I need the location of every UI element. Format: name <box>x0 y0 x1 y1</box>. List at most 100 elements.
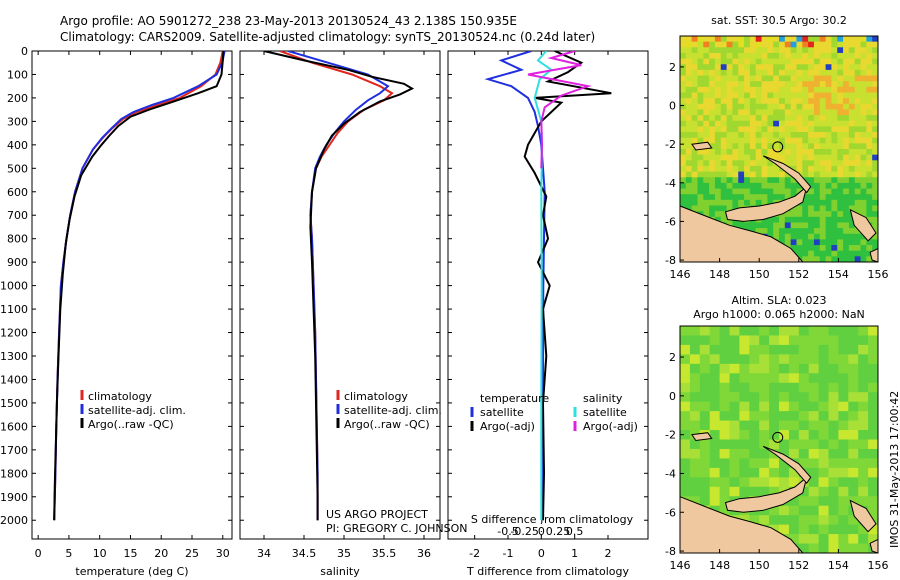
sst_map-cell <box>866 154 873 161</box>
sla_map-cell <box>858 430 869 440</box>
sst_map-cell <box>802 98 809 105</box>
sst_map-cell <box>813 120 821 127</box>
sst_map-cell <box>779 233 786 240</box>
sla_map-cell <box>808 467 820 478</box>
sst_map-cell <box>767 228 774 235</box>
sst_map-cell <box>843 120 850 127</box>
sst_map-cell <box>784 52 792 60</box>
sst_map-cell <box>843 36 850 43</box>
sst_map-cell <box>825 143 832 150</box>
sst_map-cell <box>802 103 809 110</box>
sst_map-cell <box>837 86 844 93</box>
sla_map-cell <box>759 458 770 469</box>
sst_map-cell <box>802 75 809 82</box>
sst_map-cell <box>779 103 786 110</box>
sst_map-cell <box>691 47 698 54</box>
sst_map-cell <box>808 216 815 223</box>
sst_map-xtick-label: 148 <box>709 268 730 281</box>
sst_map-cell <box>848 103 856 110</box>
sst_map-cell <box>685 205 693 212</box>
sla_map-ytick-label: 0 <box>669 390 676 403</box>
sst_map-cell <box>860 205 867 212</box>
sst_map-cell <box>744 160 751 167</box>
sla_map-cell <box>858 335 869 346</box>
sla_map-cell <box>848 430 859 440</box>
sla_map-cell <box>689 392 701 403</box>
sst_map-cell <box>697 103 704 110</box>
ytick-label: 1200 <box>0 327 28 340</box>
sst_map-cell <box>802 115 809 122</box>
sst_map-cell <box>714 41 722 48</box>
sla_map-cell <box>808 363 820 374</box>
sst_map-cell <box>744 137 751 144</box>
sst_map-cell <box>749 47 757 54</box>
sst_map-cell <box>843 182 850 190</box>
sla_map-cell <box>848 411 859 422</box>
sst_map-cell <box>848 256 856 263</box>
sla_map-cell <box>729 458 740 469</box>
sst_map-cell <box>714 137 722 144</box>
sst_map-cell <box>813 239 821 246</box>
sst_map-cell <box>819 36 827 43</box>
sla_map-cell <box>798 411 810 422</box>
sst_map-cell <box>860 58 867 65</box>
sst_map-cell <box>825 137 832 144</box>
sst_map-cell <box>714 177 722 184</box>
sst_map-ytick-label: -4 <box>665 177 676 190</box>
sst_map-cell <box>854 92 862 99</box>
sst_map-cell <box>819 132 827 139</box>
sst_map-cell <box>680 36 687 43</box>
sst_map-cell <box>732 177 739 184</box>
sst_map-cell <box>779 188 786 195</box>
sst_map-cell <box>703 211 710 218</box>
sst_map-cell <box>732 222 739 229</box>
sst_map-land <box>762 155 812 194</box>
sst_map-cell <box>738 120 745 127</box>
sst_map-cell <box>802 228 809 235</box>
sla_map-cell <box>848 458 859 469</box>
sst_map-cell <box>837 52 844 60</box>
sst_map-cell <box>825 75 832 82</box>
sst_map-cell <box>790 47 797 54</box>
sst_map-cell <box>796 216 803 223</box>
sst_map-cell <box>732 41 739 48</box>
sla_map-cell <box>739 401 750 412</box>
sst_map-cell <box>854 75 862 82</box>
sst_map-cell <box>813 98 821 105</box>
sst_map-cell <box>802 69 809 77</box>
sla_map-cell <box>788 477 800 488</box>
sla_map-frame <box>679 325 879 554</box>
sla_map-cell <box>808 411 820 422</box>
sla_map-cell <box>848 534 859 545</box>
sst_map-cell <box>819 165 827 173</box>
sst_map-cell <box>685 165 693 173</box>
sst_map-cell <box>808 103 815 110</box>
sst_map-cell <box>709 132 716 139</box>
sla_map-cell <box>709 392 721 403</box>
sst-map-title: sat. SST: 30.5 Argo: 30.2 <box>711 14 847 27</box>
sst_map-cell <box>685 47 693 54</box>
sst_map-cell <box>860 256 867 263</box>
sst_map-cell <box>691 75 698 82</box>
sst_map-cell <box>825 233 832 240</box>
sst_map-cell <box>761 199 768 206</box>
sst_map-cell <box>703 160 710 167</box>
sst_map-cell <box>779 182 786 190</box>
sst_map-cell <box>773 120 780 127</box>
sla_map-cell <box>689 420 701 431</box>
sst_map-ytick-label: -8 <box>665 254 676 267</box>
sla_map-cell <box>719 373 730 384</box>
sst_map-cell <box>703 41 710 48</box>
sla_map-cell <box>868 477 879 488</box>
sst_map-cell <box>709 177 716 184</box>
sst_map-cell <box>796 75 803 82</box>
sst_map-cell <box>837 239 844 246</box>
sla_map-cell <box>749 458 760 469</box>
sst_map-cell <box>744 171 751 178</box>
sst_map-cell <box>825 115 832 122</box>
sst_map-cell <box>761 149 768 156</box>
sst_map-cell <box>767 115 774 122</box>
sst_map-cell <box>726 64 733 71</box>
sst_map-cell <box>767 137 774 144</box>
sst_map-cell <box>813 222 821 229</box>
